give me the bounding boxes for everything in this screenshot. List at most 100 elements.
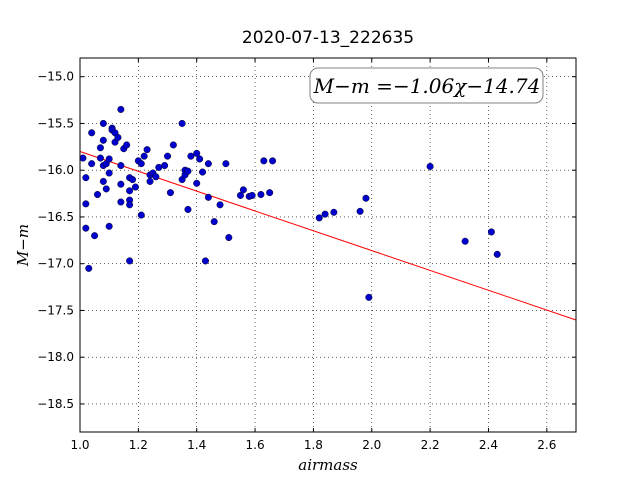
- data-point: [321, 210, 329, 218]
- data-point: [99, 136, 107, 144]
- data-point: [461, 237, 469, 245]
- x-tick-label: 1.4: [187, 438, 206, 452]
- data-point: [330, 208, 338, 216]
- annotation-text: M−m =−1.06χ−14.74: [313, 74, 541, 98]
- data-point: [187, 152, 195, 160]
- data-point: [105, 222, 113, 230]
- data-point: [88, 129, 96, 137]
- data-point: [155, 163, 163, 171]
- x-tick-label: 2.0: [362, 438, 381, 452]
- data-point: [99, 119, 107, 127]
- data-point: [269, 157, 277, 165]
- data-point: [102, 185, 110, 193]
- data-point: [356, 207, 364, 215]
- data-point: [199, 168, 207, 176]
- y-tick-label: −17.0: [37, 257, 74, 271]
- y-tick-label: −18.0: [37, 350, 74, 364]
- data-point: [117, 180, 125, 188]
- data-point: [143, 146, 151, 154]
- data-point: [248, 191, 256, 199]
- data-point: [96, 154, 104, 162]
- ticks: 1.0 1.2 1.4 1.6 1.8 2.0 2.2 2.4 2.6 −15.0 −15.5 −16…: [37, 58, 576, 452]
- data-point: [260, 157, 268, 165]
- x-tick-label: 1.2: [129, 438, 148, 452]
- x-tick-label: 2.6: [537, 438, 556, 452]
- x-tick-label: 1.6: [246, 438, 265, 452]
- x-tick-label: 1.0: [70, 438, 89, 452]
- data-point: [131, 183, 139, 191]
- y-tick-label: −15.5: [37, 116, 74, 130]
- data-point: [204, 193, 212, 201]
- data-point: [137, 211, 145, 219]
- data-point: [193, 149, 201, 157]
- data-point: [362, 194, 370, 202]
- fit-annotation: M−m =−1.06χ−14.74: [309, 67, 544, 104]
- data-point: [105, 155, 113, 163]
- data-point: [426, 162, 434, 170]
- data-point: [493, 250, 501, 258]
- data-point: [164, 152, 172, 160]
- chart-title: 2020-07-13_222635: [242, 28, 414, 48]
- data-point: [184, 167, 192, 175]
- data-points: [79, 105, 501, 301]
- data-point: [114, 133, 122, 141]
- data-point: [236, 191, 244, 199]
- data-point: [88, 160, 96, 168]
- data-point: [184, 205, 192, 213]
- y-tick-label: −15.0: [37, 70, 74, 84]
- y-tick-label: −18.5: [37, 397, 74, 411]
- data-point: [257, 191, 265, 199]
- data-point: [123, 141, 131, 149]
- data-point: [204, 160, 212, 168]
- data-point: [216, 201, 224, 209]
- data-point: [140, 152, 148, 160]
- data-point: [487, 228, 495, 236]
- fit-line-group: [79, 151, 577, 321]
- data-point: [94, 191, 102, 199]
- data-point: [210, 218, 218, 226]
- data-point: [82, 224, 90, 232]
- data-point: [222, 160, 230, 168]
- data-point: [315, 214, 323, 222]
- data-point: [82, 174, 90, 182]
- data-point: [96, 144, 104, 152]
- data-point: [196, 155, 204, 163]
- annotation-box: [309, 67, 544, 104]
- data-point: [225, 234, 233, 242]
- data-point: [126, 187, 134, 195]
- data-point: [178, 119, 186, 127]
- x-axis-label: airmass: [298, 456, 358, 474]
- y-tick-label: −17.5: [37, 303, 74, 317]
- x-tick-label: 1.8: [304, 438, 323, 452]
- x-tick-label: 2.2: [421, 438, 440, 452]
- data-point: [85, 264, 93, 272]
- data-point: [146, 177, 154, 185]
- fit-line: [79, 151, 577, 321]
- data-point: [169, 141, 177, 149]
- data-point: [152, 173, 160, 181]
- y-tick-label: −16.0: [37, 163, 74, 177]
- y-tick-label: −16.5: [37, 210, 74, 224]
- y-axis-label: M−m: [14, 224, 32, 267]
- x-tick-label: 2.4: [479, 438, 498, 452]
- data-point: [99, 177, 107, 185]
- data-point: [161, 162, 169, 170]
- data-point: [201, 257, 209, 265]
- data-point: [79, 154, 87, 162]
- data-point: [365, 293, 373, 301]
- data-point: [266, 189, 274, 197]
- data-point: [82, 200, 90, 208]
- data-point: [126, 201, 134, 209]
- data-point: [91, 232, 99, 240]
- data-point: [129, 176, 137, 184]
- data-point: [166, 189, 174, 197]
- data-point: [117, 198, 125, 206]
- data-point: [117, 105, 125, 113]
- data-point: [117, 162, 125, 170]
- data-point: [193, 179, 201, 187]
- plot-frame: [79, 57, 577, 433]
- data-point: [137, 160, 145, 168]
- data-point: [126, 257, 134, 265]
- data-point: [105, 169, 113, 177]
